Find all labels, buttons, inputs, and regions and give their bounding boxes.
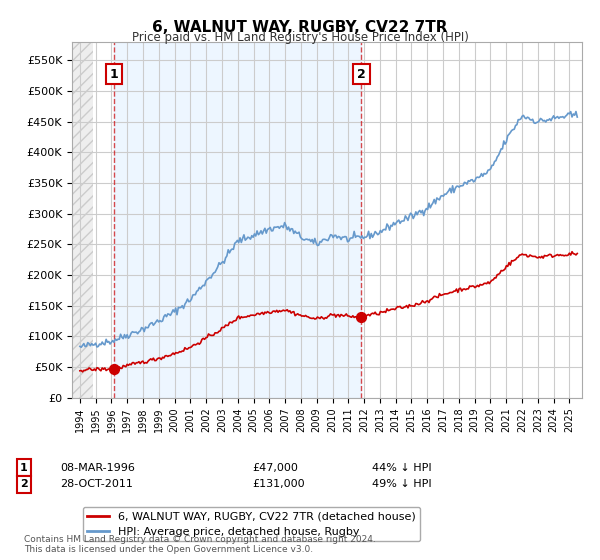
Text: 6, WALNUT WAY, RUGBY, CV22 7TR: 6, WALNUT WAY, RUGBY, CV22 7TR <box>152 20 448 35</box>
Text: 28-OCT-2011: 28-OCT-2011 <box>60 479 133 489</box>
Text: 1: 1 <box>20 463 28 473</box>
Text: 08-MAR-1996: 08-MAR-1996 <box>60 463 135 473</box>
Bar <box>114 42 361 398</box>
Legend: 6, WALNUT WAY, RUGBY, CV22 7TR (detached house), HPI: Average price, detached ho: 6, WALNUT WAY, RUGBY, CV22 7TR (detached… <box>83 507 421 542</box>
Point <box>356 313 366 322</box>
Text: 44% ↓ HPI: 44% ↓ HPI <box>372 463 431 473</box>
Text: £131,000: £131,000 <box>252 479 305 489</box>
Text: £47,000: £47,000 <box>252 463 298 473</box>
Bar <box>72 42 94 398</box>
Text: Price paid vs. HM Land Registry's House Price Index (HPI): Price paid vs. HM Land Registry's House … <box>131 31 469 44</box>
Text: 2: 2 <box>357 68 366 81</box>
Text: 49% ↓ HPI: 49% ↓ HPI <box>372 479 431 489</box>
Text: 1: 1 <box>110 68 119 81</box>
Point <box>109 365 119 374</box>
Text: Contains HM Land Registry data © Crown copyright and database right 2024.
This d: Contains HM Land Registry data © Crown c… <box>24 535 376 554</box>
Bar <box>72 42 94 398</box>
Text: 2: 2 <box>20 479 28 489</box>
